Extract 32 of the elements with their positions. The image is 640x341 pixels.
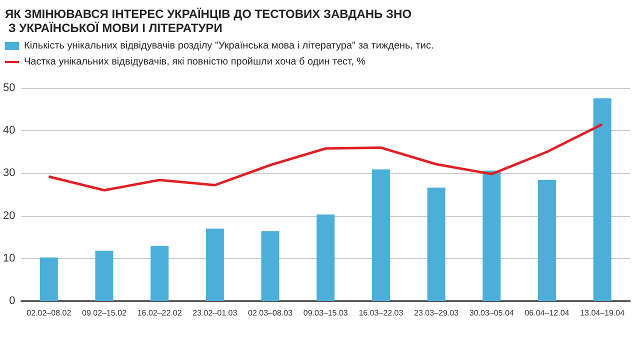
legend-label: Частка унікальних відвідувачів, які повністю пройшли хоча б один тест, %	[24, 56, 366, 68]
x-tick-label: 02.02–08.02	[26, 308, 72, 318]
bar	[538, 180, 556, 301]
y-tick-label: 50	[2, 82, 16, 94]
legend-label: Кількість унікальних відвідувачів розділу "Українська мова і література" за тиждень, тис.	[24, 40, 434, 52]
y-tick-label: 40	[2, 124, 16, 137]
bar	[95, 250, 114, 301]
bar	[261, 231, 280, 301]
x-tick-label: 23.03–29.03	[414, 308, 460, 318]
bar	[427, 188, 446, 301]
bar	[593, 98, 612, 301]
y-tick-label: 10	[2, 252, 16, 264]
bar	[482, 170, 501, 301]
y-tick-label: 20	[2, 210, 16, 222]
x-tick-label: 02.03–08.03	[248, 308, 294, 318]
x-tick-label: 23.02–01.03	[192, 308, 238, 318]
bar	[206, 228, 224, 301]
y-tick-label: 30	[2, 167, 16, 180]
chart-title: ЯК ЗМІНЮВАВСЯ ІНТЕРЕС УКРАЇНЦІВ ДО ТЕСТОВИХ ЗАВДАНЬ ЗНО З УКРАЇНСЬКОЇ МОВИ І ЛІТЕРАТУРИ	[5, 7, 412, 35]
bar	[316, 214, 335, 301]
line-series	[48, 122, 604, 192]
x-tick-label: 09.02–15.02	[82, 308, 128, 318]
bar	[40, 258, 58, 301]
x-tick-label: 09.03–15.03	[303, 308, 348, 318]
x-tick-label: 13.04–19.04	[580, 308, 626, 318]
x-tick-label: 30.03–05.04	[469, 308, 514, 318]
bar	[150, 246, 169, 301]
y-tick-label: 0	[9, 295, 16, 307]
x-tick-label: 16.02–22.02	[137, 308, 182, 318]
x-tick-label: 16.03–22.03	[358, 308, 404, 318]
bar	[372, 169, 390, 301]
x-tick-label: 06.04–12.04	[524, 308, 570, 318]
